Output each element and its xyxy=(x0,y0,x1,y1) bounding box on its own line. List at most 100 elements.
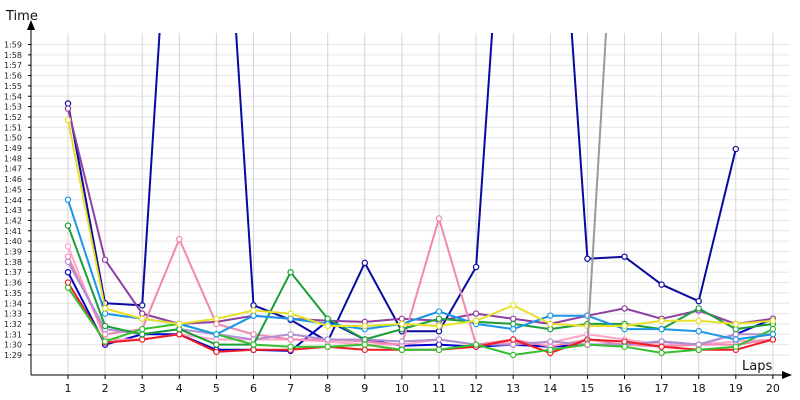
y-tick-label: 1:44 xyxy=(4,196,22,205)
y-tick-label: 1:36 xyxy=(4,279,22,288)
data-point xyxy=(361,341,368,348)
data-point xyxy=(584,255,591,262)
y-tick-label: 1:46 xyxy=(4,175,22,184)
series-line xyxy=(586,33,608,345)
y-tick-label: 1:38 xyxy=(4,258,22,267)
y-tick-label: 1:55 xyxy=(4,82,22,91)
x-tick-label: 16 xyxy=(618,382,632,395)
data-point xyxy=(176,325,183,333)
data-point xyxy=(64,196,72,203)
data-point xyxy=(510,315,517,322)
series-12 xyxy=(584,33,608,348)
data-point xyxy=(695,341,702,348)
data-point xyxy=(398,315,406,322)
data-point xyxy=(621,322,628,330)
data-point xyxy=(584,341,591,348)
data-point xyxy=(769,336,777,343)
data-point xyxy=(101,256,109,263)
y-tick-label: 1:40 xyxy=(4,237,22,246)
data-point xyxy=(472,341,480,348)
data-point xyxy=(398,338,406,345)
series-line xyxy=(67,199,774,341)
x-tick-label: 1 xyxy=(65,382,72,395)
data-point xyxy=(435,346,443,354)
y-tick-label: 1:33 xyxy=(4,310,22,319)
data-point xyxy=(510,302,517,309)
x-tick-label: 4 xyxy=(176,382,183,395)
series-3 xyxy=(64,105,777,328)
x-tick-label: 20 xyxy=(766,382,780,395)
series-line xyxy=(67,261,773,346)
data-point xyxy=(695,346,702,354)
data-point xyxy=(324,336,331,343)
x-tick-label: 15 xyxy=(580,382,594,395)
data-point xyxy=(658,281,665,288)
data-point xyxy=(250,331,257,338)
data-point xyxy=(361,322,368,330)
data-point xyxy=(361,259,368,267)
data-point xyxy=(361,336,368,343)
data-point xyxy=(510,320,517,328)
y-tick-label: 1:30 xyxy=(4,341,22,350)
series-line xyxy=(67,119,773,327)
data-point xyxy=(287,343,294,350)
data-point xyxy=(250,346,257,354)
data-point xyxy=(213,320,220,328)
series-line xyxy=(67,225,774,346)
data-point xyxy=(658,343,665,350)
data-point xyxy=(658,349,665,357)
data-point xyxy=(510,341,517,348)
data-point xyxy=(176,235,183,243)
x-tick-label: 2 xyxy=(102,382,109,395)
data-point xyxy=(287,336,294,343)
y-tick-label: 1:50 xyxy=(4,134,22,143)
y-axis-arrow xyxy=(27,20,35,30)
data-point xyxy=(64,258,72,266)
y-tick-label: 1:53 xyxy=(4,103,22,112)
data-point xyxy=(138,302,146,309)
data-point xyxy=(472,310,480,317)
data-point xyxy=(101,305,109,312)
data-point xyxy=(472,263,480,271)
x-tick-label: 14 xyxy=(543,382,557,395)
data-point xyxy=(64,116,72,124)
data-point xyxy=(769,325,777,333)
y-tick-label: 1:52 xyxy=(4,113,22,122)
data-point xyxy=(732,145,740,153)
data-point xyxy=(435,215,443,222)
y-axis-ticks: 1:291:30 1:311:321:33 1:341:351:36 1:371:38… xyxy=(4,41,31,360)
y-axis-title: Time xyxy=(5,9,38,24)
data-point xyxy=(250,341,257,348)
data-point xyxy=(658,317,665,325)
data-point xyxy=(435,322,443,330)
x-tick-label: 17 xyxy=(655,382,669,395)
y-tick-label: 1:34 xyxy=(4,299,22,308)
data-point xyxy=(138,331,146,338)
data-point xyxy=(64,253,72,260)
data-point xyxy=(435,336,443,343)
y-tick-label: 1:32 xyxy=(4,320,22,329)
x-tick-label: 9 xyxy=(361,382,368,395)
data-point xyxy=(732,343,740,350)
data-point xyxy=(621,343,628,350)
data-point xyxy=(547,325,554,333)
x-tick-label: 3 xyxy=(139,382,146,395)
data-point xyxy=(361,346,368,354)
data-point xyxy=(250,302,257,309)
data-point xyxy=(101,310,109,317)
data-point xyxy=(176,331,183,338)
y-tick-label: 1:51 xyxy=(4,123,22,132)
data-point xyxy=(621,253,628,260)
data-point xyxy=(547,346,554,354)
x-tick-label: 10 xyxy=(395,382,409,395)
data-point xyxy=(510,351,517,359)
data-point xyxy=(64,105,72,112)
x-tick-label: 13 xyxy=(506,382,520,395)
data-point xyxy=(435,308,443,315)
y-tick-label: 1:42 xyxy=(4,216,22,225)
data-point xyxy=(324,343,331,350)
data-point xyxy=(398,325,406,333)
data-point xyxy=(324,322,331,330)
